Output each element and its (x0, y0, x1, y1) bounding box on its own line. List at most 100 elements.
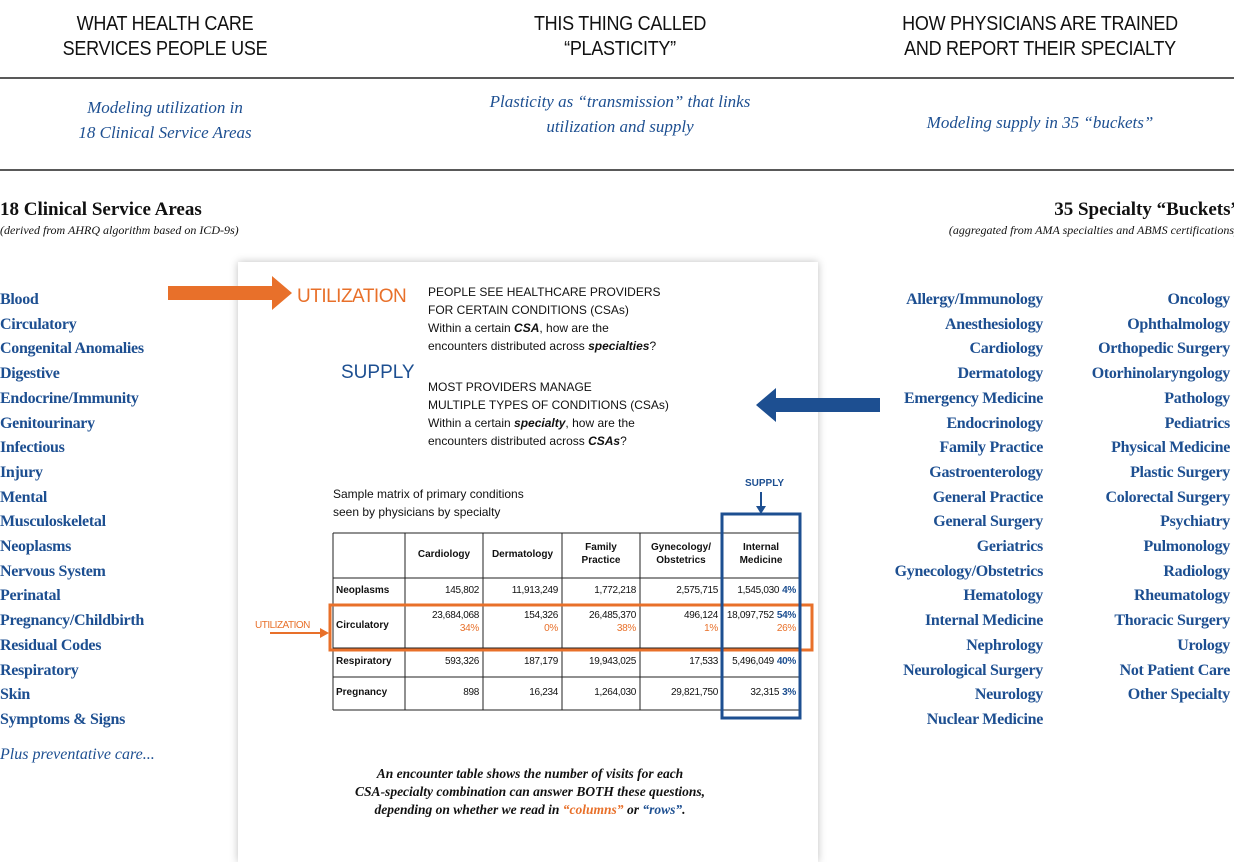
cell-count: 1,772,218 (594, 585, 636, 596)
specialty-item: Radiology (1163, 562, 1230, 580)
specialty-item: Pathology (1164, 389, 1230, 407)
specialty-item: Nephrology (966, 636, 1043, 654)
section-title: 18 Clinical Service Areas (0, 199, 202, 220)
column-title: “PLASTICITY” (564, 38, 676, 60)
cell: 1,772,218 (562, 585, 640, 596)
cell-count: 16,234 (529, 686, 558, 698)
cell: 898 (405, 687, 483, 698)
text-segment: Within a certain (428, 321, 515, 335)
column-share: 3% (782, 686, 796, 698)
cell: 187,179 (483, 656, 562, 667)
specialty-item: Ophthalmology (1127, 315, 1230, 333)
specialty-item: Gynecology/Obstetrics (894, 562, 1044, 580)
specialty-item: Colorectal Surgery (1105, 488, 1231, 506)
text-line: Within a certain specialty, how are the (428, 415, 635, 433)
section-note: (derived from AHRQ algorithm based on IC… (0, 223, 239, 237)
cell-count: 593,326 (444, 655, 479, 667)
text-segment: FOR CERTAIN CONDITIONS (CSAs) (428, 303, 629, 317)
specialty-item: Internal Medicine (925, 612, 1043, 630)
matrix-caption: seen by physicians by specialty (333, 505, 501, 519)
column-header: Obstetrics (656, 555, 706, 566)
row-share: 0% (544, 623, 558, 634)
specialty-item: Gastroenterology (929, 463, 1043, 481)
text-segment: specialty (514, 416, 566, 430)
cell: 154,326 (483, 610, 562, 621)
row-header: Neoplasms (336, 585, 390, 596)
csa-item: Circulatory (0, 315, 77, 333)
text-segment: CSAs (588, 434, 621, 448)
csa-item: Symptoms & Signs (0, 710, 126, 728)
column-header: Cardiology (417, 549, 471, 560)
text-line: encounters distributed across specialtie… (428, 338, 656, 356)
utilization-tag: UTILIZATION (255, 620, 310, 631)
text-segment: MOST PROVIDERS MANAGE (428, 380, 592, 394)
page: (() => { const data = JSON.parse(documen… (0, 13, 1234, 817)
row-share: 1% (704, 623, 718, 634)
specialty-item: Other Specialty (1127, 686, 1231, 704)
cell-count: 145,802 (444, 585, 479, 596)
text-segment: “rows” (642, 802, 683, 817)
csa-item: Perinatal (0, 587, 61, 605)
text-line: PEOPLE SEE HEALTHCARE PROVIDERS (428, 284, 661, 302)
text-segment: “columns” (562, 802, 624, 817)
csa-item: Infectious (0, 439, 65, 457)
section-title: 35 Specialty “Buckets” (1054, 199, 1234, 220)
csa-item: Congenital Anomalies (0, 340, 144, 358)
matrix-caption: Sample matrix of primary conditions (333, 487, 524, 501)
cell: 2,575,715 (640, 585, 722, 596)
text-segment: MULTIPLE TYPES OF CONDITIONS (CSAs) (428, 398, 669, 412)
specialty-item: Oncology (1167, 291, 1231, 308)
cell-count: 32,315 (750, 686, 780, 698)
specialty-item: Cardiology (969, 340, 1044, 358)
specialty-item: Allergy/Immunology (906, 291, 1043, 308)
column-title: SERVICES PEOPLE USE (62, 38, 268, 60)
cell: 29,821,750 (640, 687, 722, 698)
cell: 17,533 (640, 656, 722, 667)
column-title: HOW PHYSICIANS ARE TRAINED (902, 13, 1178, 35)
specialty-item: Pediatrics (1164, 414, 1231, 432)
csa-item: Injury (0, 463, 43, 481)
supply-label: SUPPLY (341, 362, 415, 383)
utilization-label: UTILIZATION (297, 286, 407, 307)
text-segment: , how are the (565, 416, 635, 430)
csa-item: Musculoskeletal (0, 513, 106, 531)
text-segment: CSA-specialty combination can answer BOT… (355, 784, 705, 799)
column-header: Dermatology (491, 549, 554, 560)
text-segment: CSA (514, 321, 540, 335)
cell-count: 17,533 (689, 655, 718, 667)
cell: 18,097,752 54% (722, 610, 800, 621)
column-share: 40% (776, 655, 796, 667)
specialty-item: Pulmonology (1143, 538, 1231, 555)
cell: 11,913,249 (483, 585, 562, 596)
csa-item: Residual Codes (0, 636, 102, 654)
cell-count: 11,913,249 (511, 585, 559, 596)
cell-count: 29,821,750 (670, 686, 718, 698)
text-segment: Within a certain (428, 416, 515, 430)
specialty-item: Rheumatology (1134, 587, 1230, 605)
specialty-item: Neurological Surgery (903, 661, 1043, 679)
text-line: CSA-specialty combination can answer BOT… (230, 784, 830, 800)
text-segment: . (682, 802, 686, 817)
specialty-item: Plastic Surgery (1130, 463, 1230, 481)
column-title: WHAT HEALTH CARE (76, 13, 254, 35)
specialty-item: Endocrinology (946, 414, 1043, 432)
cell: 593,326 (405, 656, 483, 667)
column-subtitle: 18 Clinical Service Areas (78, 123, 252, 142)
cell-count: 19,943,025 (588, 655, 636, 667)
cell: 145,802 (405, 585, 483, 596)
column-header: Medicine (739, 555, 783, 566)
csa-item: Endocrine/Immunity (0, 389, 139, 407)
row-header: Respiratory (336, 655, 392, 667)
row-header: Pregnancy (336, 686, 388, 698)
cell: 496,124 (640, 610, 722, 621)
text-segment: ? (620, 434, 627, 448)
row-share: 34% (459, 623, 479, 634)
specialty-item: Not Patient Care (1119, 661, 1231, 679)
cell: 1,545,030 4% (722, 585, 800, 596)
cell: 32,315 3% (722, 687, 800, 698)
specialty-item: Emergency Medicine (904, 389, 1043, 407)
left-footer: Plus preventative care... (0, 746, 155, 763)
cell-count: 187,179 (523, 655, 558, 667)
column-header: Family (585, 542, 617, 553)
specialty-item: Thoracic Surgery (1114, 612, 1230, 630)
